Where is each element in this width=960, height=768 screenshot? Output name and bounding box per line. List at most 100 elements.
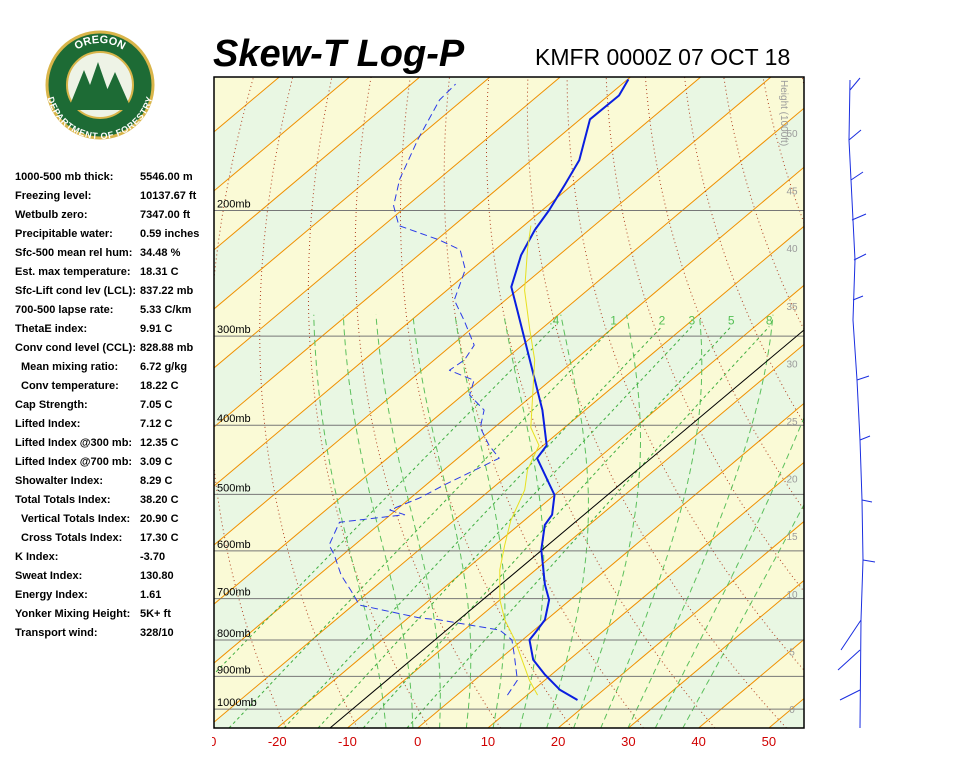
x-tick-label: -20 (268, 734, 287, 749)
band (839, 77, 960, 728)
height-tick-label: 0 (789, 705, 795, 716)
wind-barb-ticks (837, 77, 876, 701)
y-tick-label: 700mb (217, 587, 251, 599)
stat-sub-label: Mean mixing ratio: (21, 361, 118, 373)
stat-value: 3.09 C (140, 456, 172, 468)
height-tick-label: 25 (786, 417, 798, 428)
moist-adiabat (573, 314, 641, 728)
stat-label: 700-500 lapse rate: (15, 304, 113, 316)
stat-label: 1000-500 mb thick: (15, 171, 113, 183)
stat-value: 7347.00 ft (140, 209, 190, 221)
band (214, 108, 804, 664)
mixing-ratio-label: 3 (688, 314, 695, 328)
dry-adiabat (801, 77, 804, 88)
band (214, 167, 804, 723)
reference-line (329, 329, 804, 728)
x-tick-label: 20 (551, 734, 565, 749)
stat-value: 8.29 C (140, 475, 172, 487)
isotherm (214, 107, 804, 605)
stat-label: Sweat Index: (15, 570, 82, 582)
stat-value: 38.20 C (140, 494, 179, 506)
height-tick-label: 15 (786, 532, 798, 543)
stat-value: 9.91 C (140, 323, 172, 335)
isotherm (417, 402, 804, 728)
x-tick-label: 50 (762, 734, 776, 749)
chart-subtitle: KMFR 0000Z 07 OCT 18 (535, 44, 790, 70)
stat-value: 7.05 C (140, 399, 172, 411)
isotherm (214, 225, 804, 723)
stat-label: Est. max temperature: (15, 266, 131, 278)
height-axis-label: Height (1000ft) (778, 80, 789, 146)
stat-value: 1.61 (140, 589, 161, 601)
stat-sub-label: Vertical Totals Index: (21, 513, 130, 525)
wind-barbs (837, 77, 876, 729)
stat-label: Lifted Index: (15, 418, 80, 430)
isotherm (214, 77, 561, 369)
height-tick-label: 5 (789, 647, 795, 658)
stat-label: Freezing level: (15, 190, 91, 202)
stat-value: 837.22 mb (140, 285, 193, 297)
isotherm (276, 284, 804, 728)
isotherm (628, 579, 804, 728)
y-tick-label: 600mb (217, 539, 251, 551)
dry-adiabat (486, 77, 716, 728)
stat-sub-label: Conv temperature: (21, 380, 119, 392)
x-tick-label: 40 (691, 734, 705, 749)
y-tick-label: 1000mb (217, 697, 257, 709)
stat-label: Yonker Mixing Height: (15, 608, 130, 620)
mixing-ratio-label: 8 (766, 314, 773, 328)
isobars (214, 209, 804, 710)
stat-label: Conv cond level (CCL): (15, 342, 136, 354)
stat-value: 7.12 C (140, 418, 172, 430)
mixing-ratio-line (317, 326, 693, 728)
isotherm (214, 77, 350, 192)
band (214, 226, 804, 728)
isotherm (487, 461, 804, 728)
logo-trees (70, 62, 130, 108)
axis-labels: .4 1 2 3 5 8200mb300mb400mb500mb600mb700mb800… (217, 129, 798, 716)
y-tick-label: 200mb (217, 198, 251, 210)
x-tick-label: 30 (621, 734, 635, 749)
dry-adiabat (443, 77, 644, 728)
sounding-line (499, 225, 540, 696)
stat-label: Transport wind: (15, 627, 98, 639)
stat-value: 5K+ ft (140, 608, 171, 620)
sounding-line (510, 78, 630, 701)
stat-value: 5.33 C/km (140, 304, 192, 316)
isotherm (214, 166, 804, 664)
stat-sub-value: 18.22 C (140, 380, 179, 392)
stat-label: Cap Strength: (15, 399, 88, 411)
dry-adiabat (920, 77, 960, 728)
adiabats (214, 77, 960, 728)
plot-frame (213, 76, 805, 729)
stat-value: 10137.67 ft (140, 190, 197, 202)
stat-value: 828.88 mb (140, 342, 193, 354)
stat-value: 130.80 (140, 570, 174, 582)
isotherm (214, 77, 421, 251)
stat-value: 328/10 (140, 627, 174, 639)
stat-value: 0.59 inches (140, 228, 199, 240)
stat-sub-value: 6.72 g/kg (140, 361, 187, 373)
stat-label: Precipitable water: (15, 228, 113, 240)
stat-value: 18.31 C (140, 266, 179, 278)
dry-adiabat (307, 77, 430, 728)
isotherm (214, 77, 702, 487)
mixing-ratio-label: 1 (610, 314, 617, 328)
dry-adiabat (526, 77, 787, 728)
moist-adiabat (682, 503, 804, 728)
stat-label: Sfc-500 mean rel hum: (15, 247, 132, 259)
x-tick-label: -10 (338, 734, 357, 749)
sounding-line (328, 83, 518, 696)
isotherm (557, 520, 804, 728)
height-tick-label: 35 (786, 302, 798, 313)
stat-label: K Index: (15, 551, 58, 563)
stat-label: Lifted Index @300 mb: (15, 437, 132, 449)
height-tick-label: 10 (786, 590, 798, 601)
moist-adiabat (627, 314, 774, 728)
height-tick-label: 40 (786, 244, 798, 255)
stat-sub-label: Cross Totals Index: (21, 532, 122, 544)
dry-adiabat (214, 77, 287, 728)
chart-title: Skew-T Log-P (213, 33, 465, 75)
isotherm (214, 77, 631, 428)
